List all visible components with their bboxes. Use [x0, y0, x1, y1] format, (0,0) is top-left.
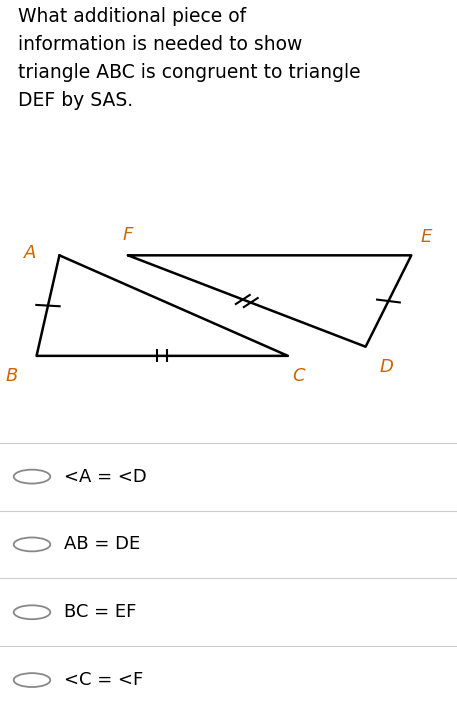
- Text: C: C: [292, 367, 305, 386]
- Text: AB = DE: AB = DE: [64, 536, 140, 553]
- Text: F: F: [123, 226, 133, 244]
- Text: E: E: [420, 228, 432, 246]
- Text: B: B: [6, 367, 18, 386]
- Text: BC = EF: BC = EF: [64, 603, 136, 621]
- Text: <C = <F: <C = <F: [64, 671, 143, 689]
- Text: What additional piece of
information is needed to show
triangle ABC is congruent: What additional piece of information is …: [18, 7, 361, 110]
- Text: A: A: [24, 244, 37, 262]
- Text: <A = <D: <A = <D: [64, 468, 147, 486]
- Text: D: D: [379, 358, 393, 376]
